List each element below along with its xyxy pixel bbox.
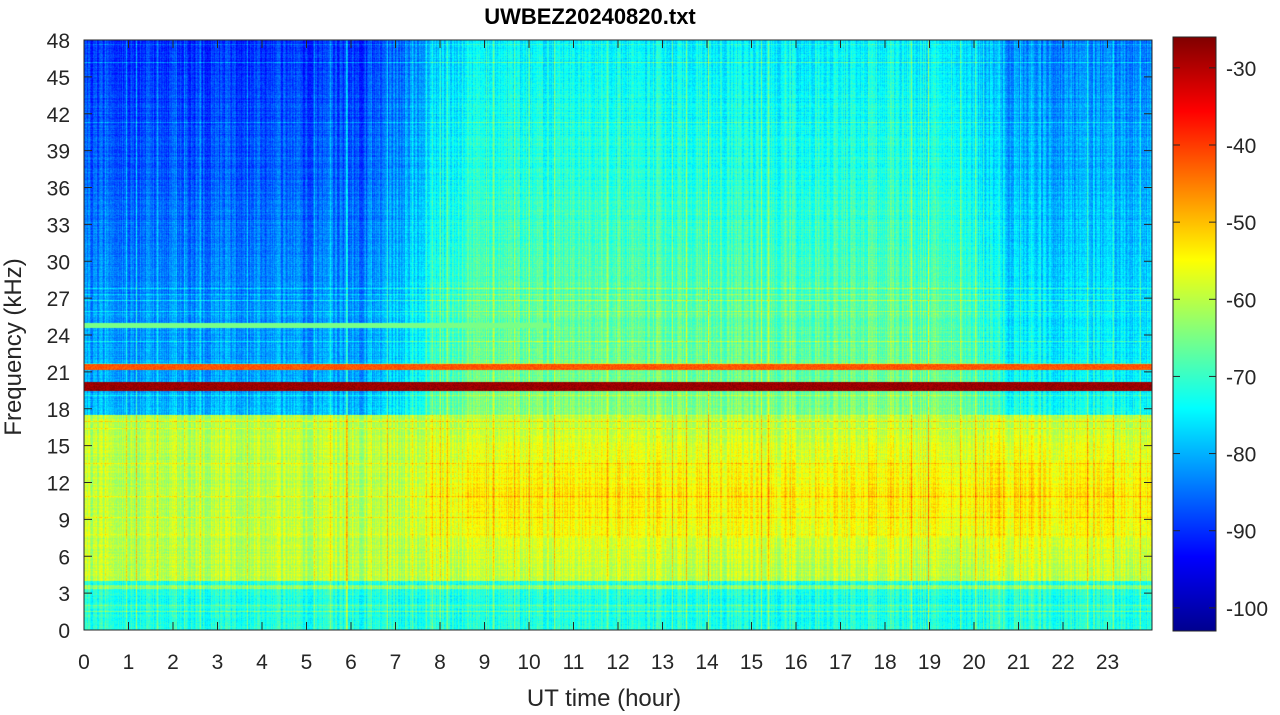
y-tick-label: 24 — [47, 325, 71, 348]
x-tick-label: 10 — [517, 651, 540, 674]
colorbar-gradient — [1172, 36, 1217, 632]
colorbar-tick-label: -80 — [1226, 444, 1256, 467]
y-tick-label: 0 — [58, 620, 70, 643]
x-tick-label: 13 — [651, 651, 674, 674]
y-tick-label: 42 — [47, 104, 70, 127]
x-tick-label: 20 — [962, 651, 985, 674]
y-tick-label: 3 — [58, 583, 70, 606]
y-tick-label: 27 — [47, 288, 70, 311]
colorbar-ticks: -30 -40 -50 -60 -70 -80 -90 -100 — [1173, 58, 1268, 621]
x-tick-label: 7 — [390, 651, 402, 674]
x-tick-label: 9 — [479, 651, 491, 674]
x-axis-label: UT time (hour) — [527, 685, 681, 712]
x-tick-label: 0 — [78, 651, 90, 674]
y-tick-label: 12 — [47, 473, 70, 496]
y-tick-label: 18 — [47, 399, 70, 422]
x-tick-label: 8 — [434, 651, 446, 674]
chart-title: UWBEZ20240820.txt — [484, 4, 696, 29]
x-tick-label: 19 — [918, 651, 941, 674]
x-tick-label: 12 — [606, 651, 629, 674]
y-axis-label: Frequency (kHz) — [0, 258, 27, 435]
colorbar: -30 -40 -50 -60 -70 -80 -90 -100 — [1172, 36, 1268, 632]
y-tick-label: 30 — [47, 251, 70, 274]
x-tick-label: 1 — [123, 651, 135, 674]
y-tick-label: 45 — [47, 67, 70, 90]
x-tick-label: 18 — [873, 651, 896, 674]
y-tick-label: 39 — [47, 141, 70, 164]
x-tick-label: 21 — [1007, 651, 1030, 674]
y-tick-label: 48 — [47, 30, 70, 53]
colorbar-tick-label: -40 — [1226, 135, 1256, 158]
x-axis: 0 1 2 3 4 5 6 7 8 9 10 11 12 13 14 15 16 17 18 19 20 21 22 23 — [78, 40, 1119, 674]
colorbar-tick-label: -100 — [1226, 598, 1268, 621]
x-tick-label: 14 — [695, 651, 719, 674]
x-tick-label: 5 — [301, 651, 313, 674]
x-tick-label: 2 — [167, 651, 179, 674]
x-tick-label: 22 — [1051, 651, 1074, 674]
x-tick-label: 15 — [740, 651, 763, 674]
colorbar-tick-label: -70 — [1226, 366, 1256, 389]
x-tick-label: 4 — [256, 651, 268, 674]
plot-area — [83, 39, 1153, 631]
x-tick-label: 3 — [212, 651, 224, 674]
x-tick-label: 11 — [563, 651, 585, 674]
y-tick-label: 6 — [58, 546, 70, 569]
y-tick-label: 15 — [47, 436, 70, 459]
colorbar-tick-label: -90 — [1226, 521, 1256, 544]
colorbar-tick-label: -50 — [1226, 212, 1256, 235]
x-tick-label: 17 — [829, 651, 852, 674]
x-tick-label: 23 — [1096, 651, 1119, 674]
y-tick-label: 36 — [47, 178, 70, 201]
x-tick-label: 6 — [345, 651, 357, 674]
colorbar-tick-label: -60 — [1226, 289, 1256, 312]
y-tick-label: 9 — [58, 509, 70, 532]
y-tick-label: 33 — [47, 214, 70, 237]
y-tick-label: 21 — [47, 362, 70, 385]
colorbar-tick-label: -30 — [1226, 58, 1256, 81]
x-tick-label: 16 — [784, 651, 807, 674]
spectrogram-canvas — [84, 40, 1152, 630]
